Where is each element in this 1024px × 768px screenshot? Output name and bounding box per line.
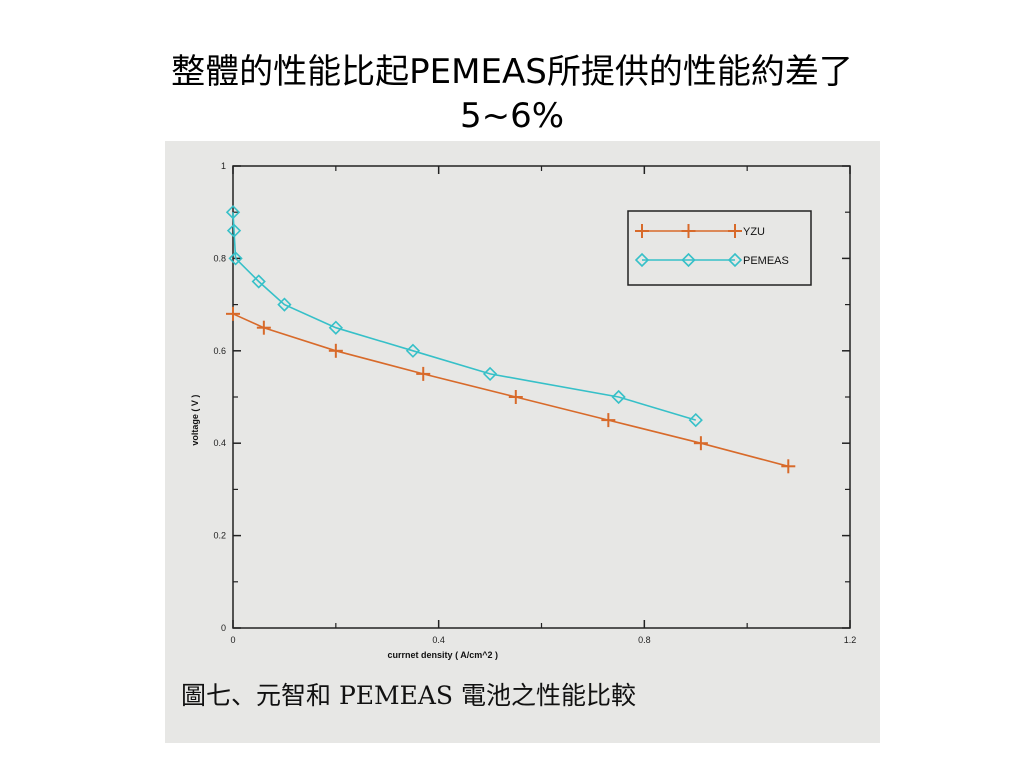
- x-axis-title: currnet density ( A/cm^2 ): [388, 650, 498, 660]
- slide-title: 整體的性能比起PEMEAS所提供的性能約差了 5~6%: [0, 50, 1024, 138]
- legend-pemeas-label: PEMEAS: [743, 255, 789, 267]
- legend-yzu-label: YZU: [743, 226, 765, 238]
- legend-pemeas-marker: [727, 252, 743, 268]
- y-tick-label: 0.4: [213, 438, 226, 448]
- y-tick-label: 1: [221, 161, 226, 171]
- series-pemeas-point: [328, 320, 343, 335]
- legend-box: [627, 210, 812, 286]
- series-pemeas-point: [251, 274, 266, 289]
- voltage-current-chart: 0 0.4 0.8 1.2 0 0.2 0.4 0.6 0.8 1 YZU PEMEAS currn…: [190, 161, 857, 660]
- series-pemeas-point: [228, 251, 243, 266]
- legend-yzu-marker: [681, 224, 696, 238]
- series-pemeas-point: [482, 366, 498, 382]
- series-pemeas-point: [277, 297, 292, 312]
- y-tick-label: 0.6: [213, 346, 226, 356]
- series-pemeas-line: [232, 212, 697, 421]
- legend-yzu-marker: [728, 224, 742, 238]
- slide-title-line-2: 5~6%: [459, 96, 565, 136]
- series-pemeas-point: [225, 205, 241, 220]
- legend-pemeas-marker: [634, 252, 650, 268]
- series-pemeas-point: [611, 389, 626, 405]
- x-tick-label: 1.2: [844, 635, 857, 645]
- y-tick-label: 0.2: [213, 531, 226, 541]
- series-pemeas-point: [688, 412, 703, 428]
- legend: YZU PEMEAS: [627, 210, 812, 286]
- series-pemeas-point: [226, 223, 242, 238]
- y-tick-label: 0: [221, 623, 226, 633]
- series-yzu-point: [226, 306, 240, 321]
- series-pemeas: [225, 205, 703, 428]
- series-pemeas-point: [405, 343, 421, 358]
- y-axis-title: voltage ( V ): [190, 395, 200, 446]
- x-tick-label: 0.8: [638, 635, 651, 645]
- series-yzu-point: [601, 413, 616, 428]
- figure-image: 0 0.4 0.8 1.2 0 0.2 0.4 0.6 0.8 1 YZU PEMEAS currn…: [165, 141, 880, 743]
- slide-title-line-1: 整體的性能比起PEMEAS所提供的性能約差了: [171, 52, 853, 92]
- series-yzu-point: [693, 436, 708, 451]
- series-yzu-point: [781, 459, 796, 474]
- legend-pemeas-marker: [681, 252, 696, 268]
- series-yzu: [226, 306, 796, 474]
- series-yzu-line: [232, 313, 789, 468]
- series-yzu-point: [328, 343, 343, 358]
- x-tick-label: 0: [230, 635, 235, 645]
- figure-caption: 圖七、元智和 PEMEAS 電池之性能比較: [181, 681, 636, 710]
- y-tick-label: 0.8: [213, 253, 226, 263]
- series-yzu-point: [416, 366, 431, 381]
- series-yzu-point: [508, 390, 523, 404]
- series-yzu-point: [256, 320, 271, 335]
- legend-yzu-marker: [635, 224, 649, 238]
- x-tick-label: 0.4: [432, 635, 445, 645]
